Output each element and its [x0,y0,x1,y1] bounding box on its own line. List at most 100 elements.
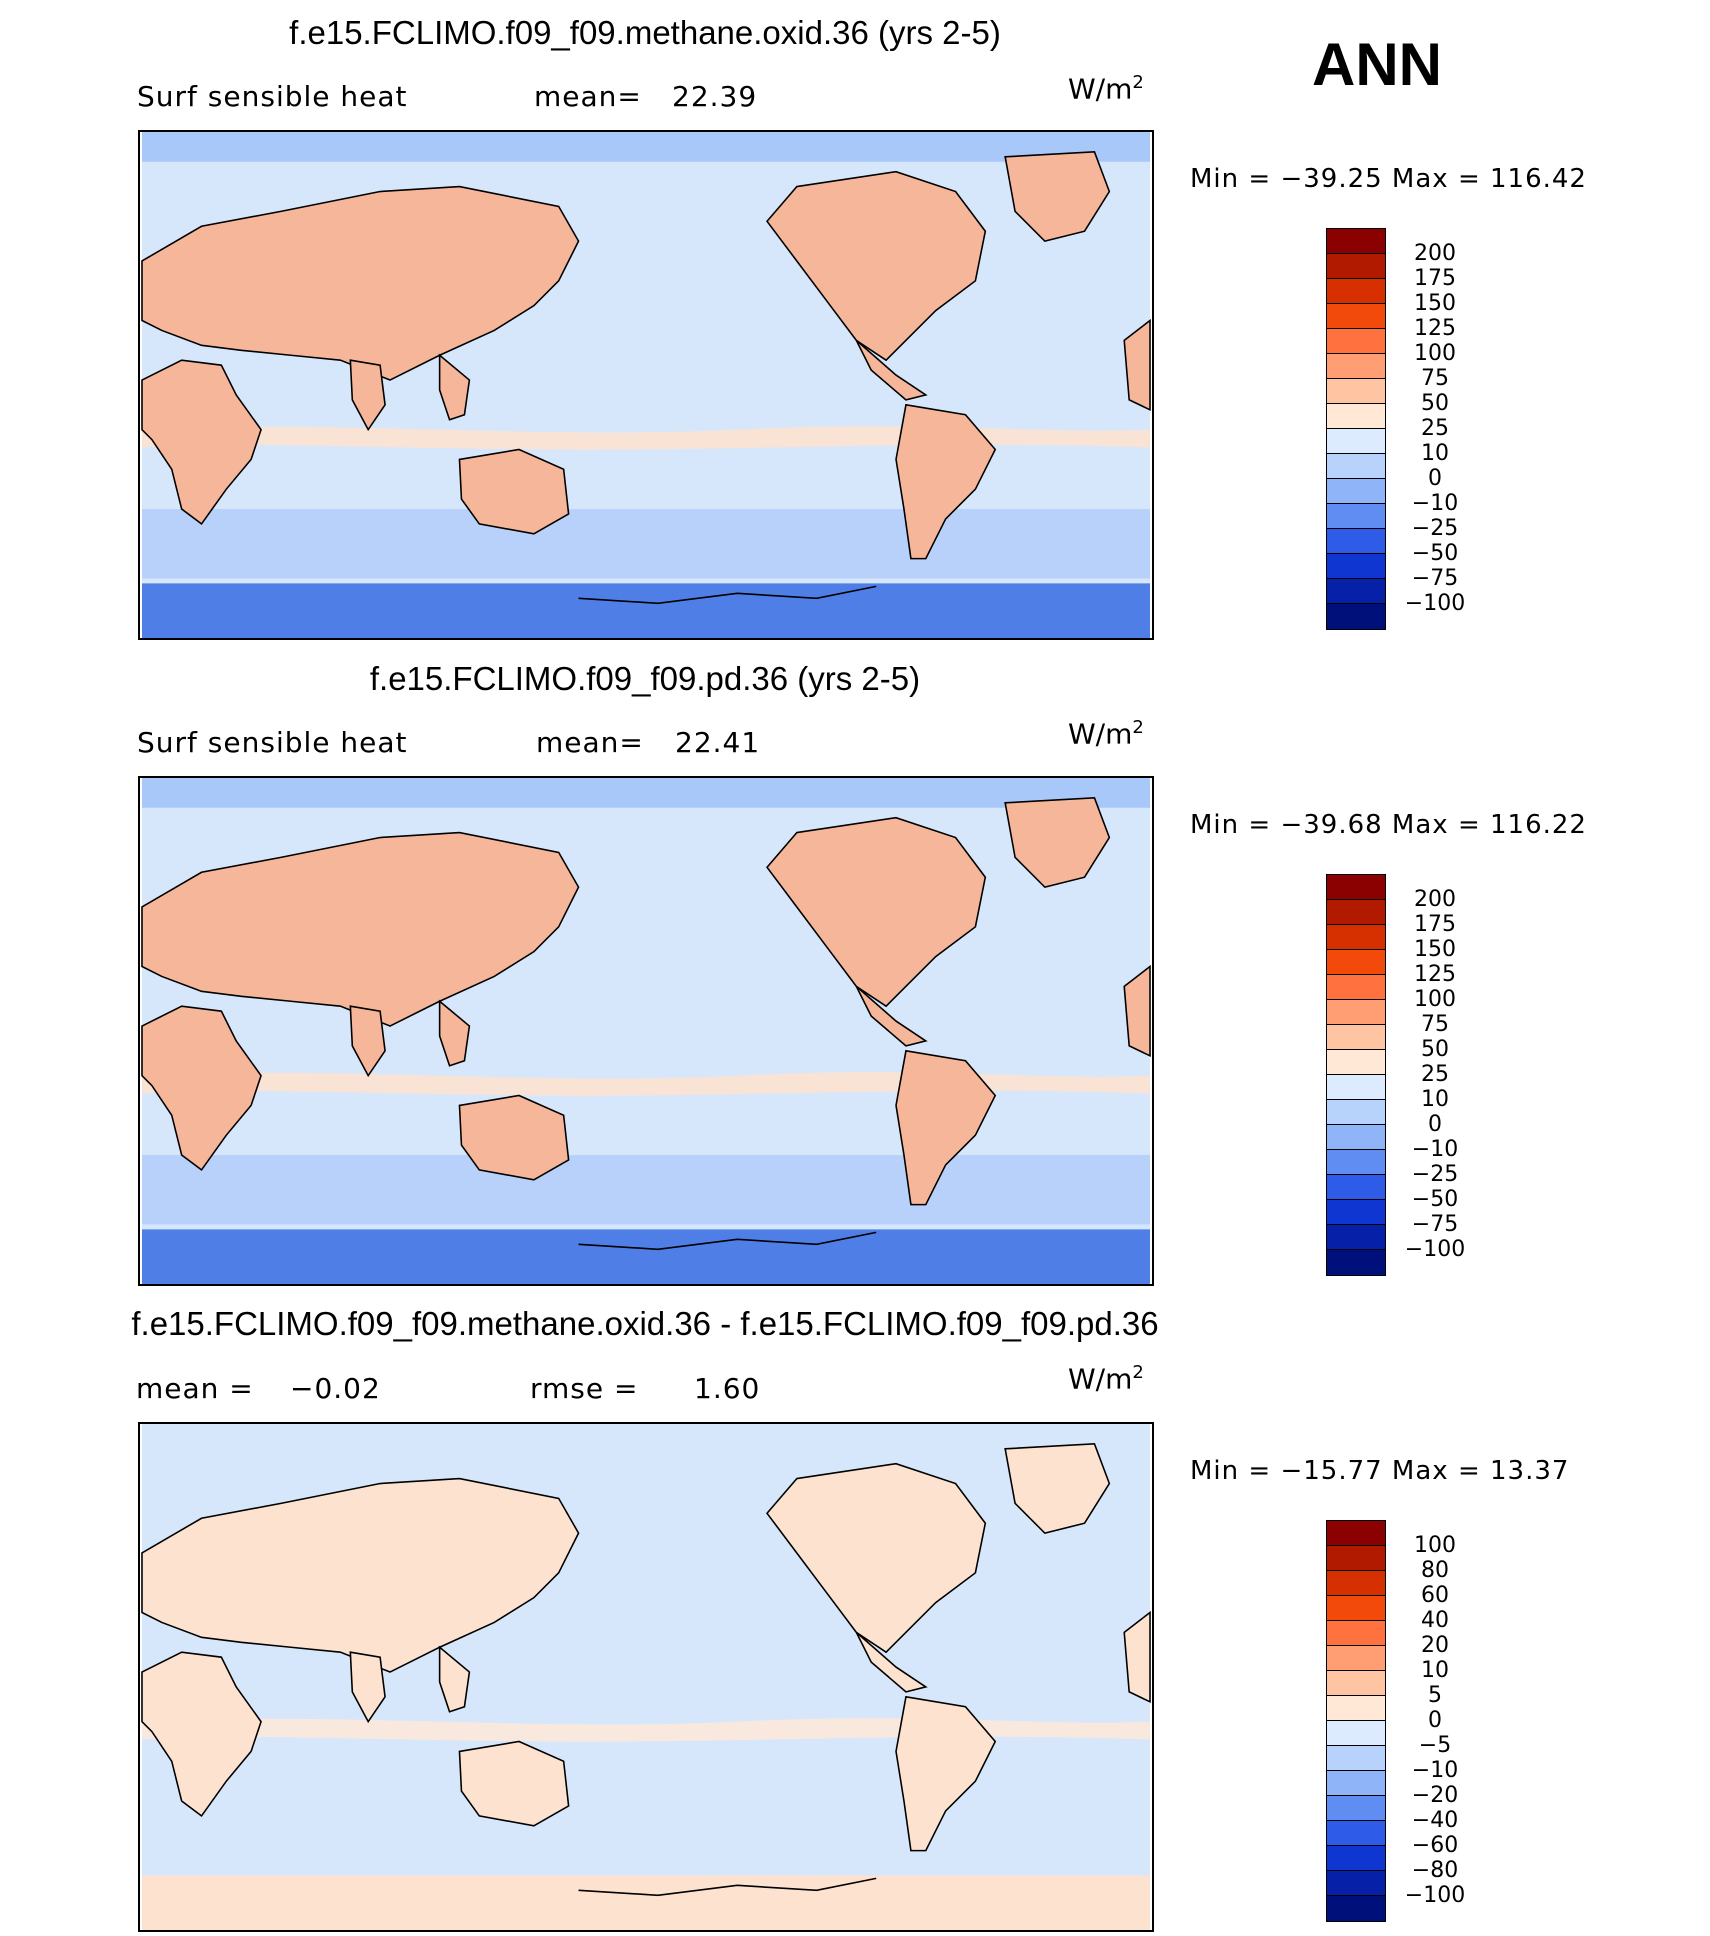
colorbar-tick-label: −10 [1411,491,1459,516]
colorbar-swatch [1327,925,1385,950]
units-base: W/m [1068,72,1133,106]
colorbar-swatch [1327,404,1385,429]
colorbar-swatch [1327,454,1385,479]
colorbar-swatch [1327,554,1385,579]
continent-outline [855,339,928,401]
colorbar-tick-label: 5 [1428,1683,1442,1708]
antarctic-coastline [578,585,877,605]
colorbar-tick-label: −25 [1411,516,1459,541]
continent-outline [766,170,987,362]
continent-outline [1123,318,1151,412]
continent-outline [141,359,262,526]
colorbar-swatch [1327,1746,1385,1771]
colorbar-tick-label: 25 [1421,1062,1449,1087]
colorbar-swatch [1327,1721,1385,1746]
panel-1-mean-value: 22.39 [672,80,758,113]
colorbar-swatch [1327,379,1385,404]
panel-3-rmse-label: rmse = [530,1372,639,1405]
arctic-band [141,778,1151,808]
colorbar-tick-label: −10 [1411,1137,1459,1162]
map-canvas [141,1424,1151,1930]
units-exp: 2 [1132,1362,1144,1383]
colorbar-swatch [1327,229,1385,254]
colorbar-swatch [1327,1075,1385,1100]
colorbar-swatch [1327,1150,1385,1175]
colorbar-swatch [1327,1771,1385,1796]
units-base: W/m [1068,1362,1133,1396]
continent-outline [1123,1610,1151,1704]
colorbar-tick-label: 150 [1414,291,1456,316]
colorbar-tick-label: 10 [1421,1658,1449,1683]
colorbar-swatch [1327,429,1385,454]
colorbar-swatch [1327,950,1385,975]
continent-outline [855,985,928,1047]
colorbar-swatch [1327,354,1385,379]
subtropical-band [141,426,1151,450]
colorbar-swatch [1327,1871,1385,1896]
continent-outline [895,1049,997,1206]
colorbar-swatch [1327,304,1385,329]
colorbar-swatch [1327,1671,1385,1696]
panel-1-map [138,130,1154,640]
continent-outline [766,1462,987,1654]
continent-outline [1004,797,1111,889]
continent-outline [349,359,386,432]
panel-1-colorbar-labels: 200 175 150 125 100 75 50 25 10 0 −10 −25 −50 −75 −100 [1390,241,1480,616]
colorbar-swatch [1327,1646,1385,1671]
continent-outline [458,448,570,535]
units-exp: 2 [1132,717,1144,738]
colorbar-swatch [1327,1175,1385,1200]
colorbar-swatch [1327,1846,1385,1871]
colorbar-swatch [1327,1225,1385,1250]
panel-2-units: W/m2 [1068,717,1144,750]
colorbar-tick-label: −40 [1411,1808,1459,1833]
continent-outline [1004,151,1111,243]
colorbar-swatch [1327,1621,1385,1646]
colorbar-tick-label: 25 [1421,416,1449,441]
colorbar-tick-label: −100 [1404,591,1466,616]
units-exp: 2 [1132,72,1144,93]
colorbar-swatch [1327,975,1385,1000]
panel-1-min-max: Min = −39.25 Max = 116.42 [1190,164,1587,194]
panel-2-min-max: Min = −39.68 Max = 116.22 [1190,810,1587,840]
continent-outline [895,403,997,560]
colorbar-tick-label: 75 [1421,1012,1449,1037]
panel-2-colorbar [1326,874,1386,1276]
panel-2-colorbar-labels: 200 175 150 125 100 75 50 25 10 0 −10 −25 −50 −75 −100 [1390,887,1480,1262]
colorbar-tick-label: 0 [1428,1112,1442,1137]
colorbar-swatch [1327,504,1385,529]
colorbar-swatch [1327,900,1385,925]
arctic-band [141,1424,1151,1454]
colorbar-tick-label: −75 [1411,1212,1459,1237]
panel-1-title: f.e15.FCLIMO.f09_f09.methane.oxid.36 (yr… [289,14,1001,51]
colorbar-tick-label: −5 [1418,1733,1452,1758]
continent-outline [141,1651,262,1818]
colorbar-tick-label: −100 [1404,1883,1466,1908]
colorbar-tick-label: 60 [1421,1583,1449,1608]
colorbar-swatch [1327,1571,1385,1596]
panel-1-variable: Surf sensible heat [137,80,408,113]
continent-outline [458,1094,570,1181]
colorbar-swatch [1327,1596,1385,1621]
panel-2-map [138,776,1154,1286]
colorbar-tick-label: 200 [1414,887,1456,912]
colorbar-tick-label: 10 [1421,1087,1449,1112]
continent-outline [1004,1443,1111,1535]
continent-outline [855,1631,928,1693]
southern-ocean-band [141,509,1151,579]
season-label: ANN [1312,31,1442,98]
colorbar-swatch [1327,1200,1385,1225]
colorbar-swatch [1327,875,1385,900]
colorbar-tick-label: −20 [1411,1783,1459,1808]
panel-3-min-max: Min = −15.77 Max = 13.37 [1190,1456,1570,1486]
continent-outline [458,1740,570,1827]
panel-3-title: f.e15.FCLIMO.f09_f09.methane.oxid.36 - f… [131,1305,1159,1342]
colorbar-swatch [1327,329,1385,354]
colorbar-tick-label: 0 [1428,466,1442,491]
southern-ocean-band [141,1801,1151,1871]
colorbar-swatch [1327,1896,1385,1921]
colorbar-tick-label: 75 [1421,366,1449,391]
panel-3-mean-label: mean = [136,1372,254,1405]
colorbar-tick-label: 125 [1414,316,1456,341]
colorbar-tick-label: 200 [1414,241,1456,266]
